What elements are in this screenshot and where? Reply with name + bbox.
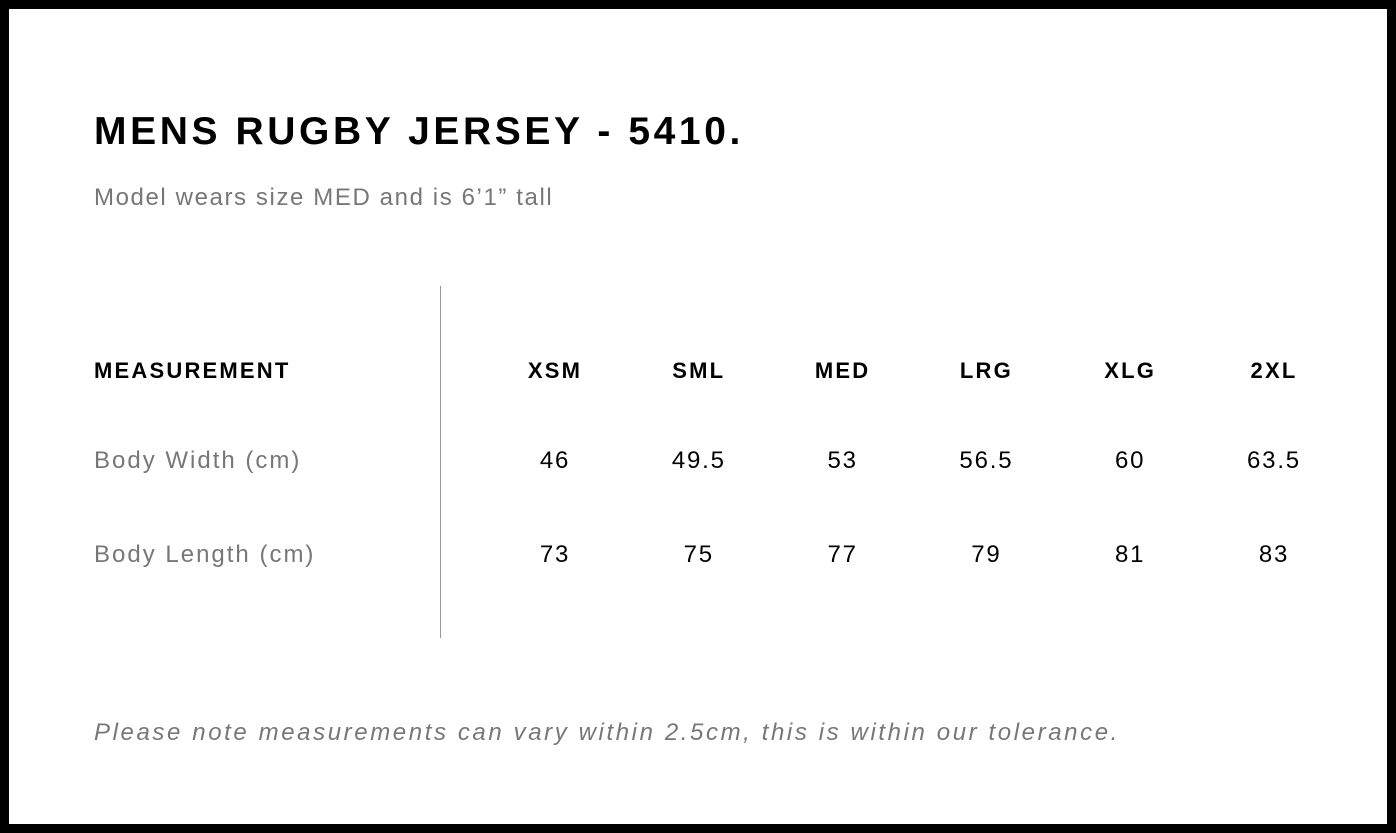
note: Please note measurements can vary within… [94,719,1120,746]
title: MENS RUGBY JERSEY - 5410. [94,110,744,153]
measurement-value: 79 [971,541,1002,568]
header-cell: MEASUREMENT [94,358,291,383]
measurement-value: 56.5 [959,447,1014,474]
row-label: Body Width (cm) [94,447,302,474]
measurement-value: 77 [827,541,858,568]
measurement-value: 81 [1115,541,1146,568]
measurement-value: 75 [683,541,714,568]
measurement-value: 73 [539,541,571,568]
size-header: LRG [959,358,1013,383]
measurement-value: 46 [539,447,571,474]
size-header: 2XL [1250,358,1298,383]
size-header: XLG [1104,358,1157,383]
measurement-value: 83 [1258,541,1290,568]
subtitle: Model wears size MED and is 6’1” tall [94,184,554,211]
size-header: SML [672,358,726,383]
size-header: XSM [527,358,583,383]
measurement-value: 49.5 [671,447,726,474]
row-label: Body Length (cm) [94,541,316,568]
measurement-value: 60 [1115,447,1146,474]
measurement-value: 63.5 [1247,447,1301,474]
divider [440,286,441,638]
size-header: MED [814,358,871,383]
measurement-value: 53 [827,447,858,474]
